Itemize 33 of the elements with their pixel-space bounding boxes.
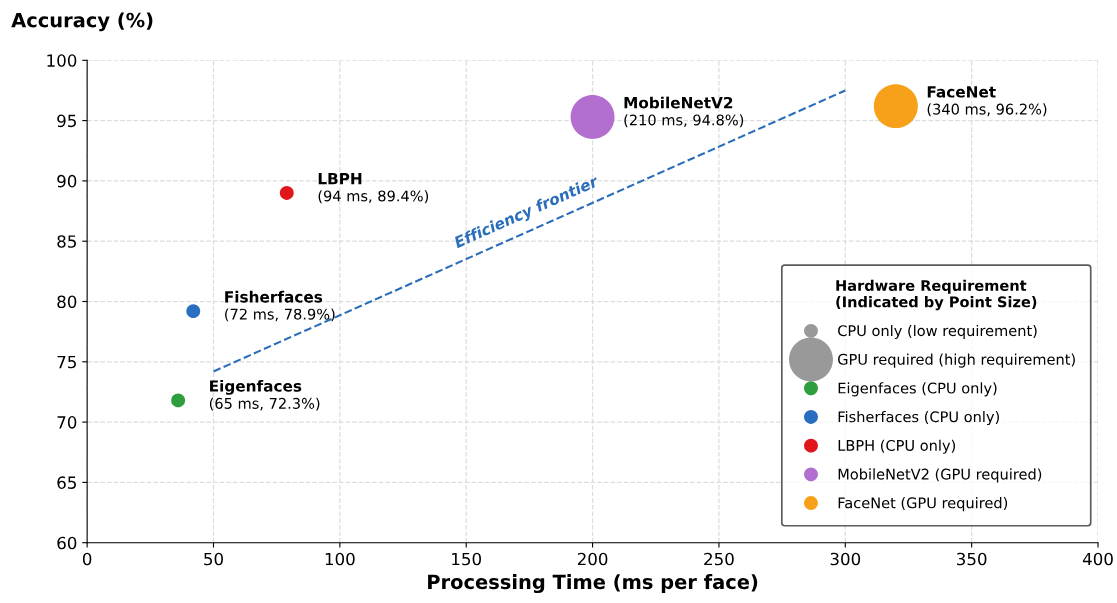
legend-label: LBPH (CPU only) bbox=[838, 439, 956, 454]
legend-label: Fisherfaces (CPU only) bbox=[838, 410, 999, 426]
y-tick-label: 85 bbox=[57, 235, 76, 248]
x-tick-label: 350 bbox=[957, 552, 987, 566]
legend-title: Hardware Requirement (Indicated by Point Size) bbox=[836, 279, 1037, 311]
annotation: Fisherfaces (72 ms, 78.9%) bbox=[225, 290, 335, 322]
x-axis-title: Processing Time (ms per face) bbox=[428, 574, 758, 594]
x-tick-label: 50 bbox=[204, 552, 223, 566]
y-tick-label: 100 bbox=[47, 54, 77, 67]
legend-label: MobileNetV2 (GPU required) bbox=[838, 468, 1042, 483]
legend-label: FaceNet (GPU required) bbox=[838, 497, 1008, 512]
y-tick-label: 95 bbox=[57, 114, 76, 128]
legend-label: Eigenfaces (CPU only) bbox=[838, 382, 997, 397]
x-tick-label: 0 bbox=[82, 552, 92, 566]
y-axis-title: Accuracy (%) bbox=[11, 12, 153, 32]
annotation: LBPH (94 ms, 89.4%) bbox=[318, 173, 429, 204]
x-tick-label: 150 bbox=[452, 552, 482, 566]
legend-label: CPU only (low requirement) bbox=[838, 324, 1037, 339]
x-tick-label: 100 bbox=[325, 552, 355, 566]
x-tick-label: 200 bbox=[577, 552, 608, 566]
y-tick-label: 90 bbox=[57, 174, 77, 188]
y-tick-label: 70 bbox=[57, 416, 77, 429]
y-tick-label: 75 bbox=[57, 355, 76, 369]
x-tick-label: 300 bbox=[830, 552, 861, 566]
annotation: FaceNet (340 ms, 96.2%) bbox=[927, 86, 1047, 117]
y-tick-label: 65 bbox=[57, 476, 76, 489]
y-tick-label: 60 bbox=[57, 536, 77, 550]
legend-label: GPU required (high requirement) bbox=[838, 353, 1075, 368]
annotation: Eigenfaces (65 ms, 72.3%) bbox=[209, 379, 320, 411]
annotation: MobileNetV2 (210 ms, 94.8%) bbox=[624, 96, 744, 128]
x-tick-label: 250 bbox=[704, 552, 734, 566]
x-tick-label: 400 bbox=[1082, 552, 1113, 566]
y-tick-label: 80 bbox=[57, 295, 77, 309]
